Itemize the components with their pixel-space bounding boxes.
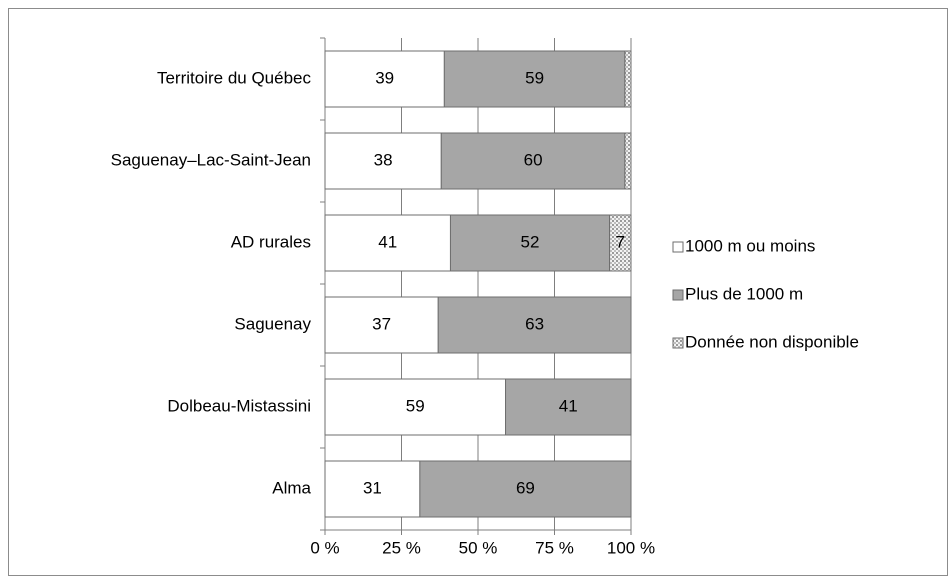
x-tick-label: 0 % — [310, 538, 339, 557]
bar-segment — [624, 132, 632, 190]
bar-segment — [449, 214, 611, 272]
y-tick-label: Territoire du Québec — [157, 68, 312, 87]
bar-segment — [419, 460, 632, 518]
data-label: 59 — [525, 68, 544, 87]
y-tick-label: Dolbeau-Mistassini — [167, 396, 311, 415]
bar-segment — [437, 296, 632, 354]
legend-swatch — [672, 289, 684, 301]
data-label: 63 — [525, 314, 544, 333]
y-tick-label: Saguenay — [234, 314, 311, 333]
data-label: 38 — [374, 150, 393, 169]
bar-segment — [324, 132, 442, 190]
data-label: 41 — [378, 232, 397, 251]
y-tick-label: Alma — [272, 478, 311, 497]
bar-segment — [505, 378, 632, 436]
legend-label: 1000 m ou moins — [685, 236, 815, 255]
bar-segment — [324, 296, 439, 354]
bar-segment — [624, 50, 632, 108]
x-tick-label: 25 % — [382, 538, 421, 557]
bar-segment — [440, 132, 626, 190]
data-label: 39 — [375, 68, 394, 87]
data-label: 60 — [524, 150, 543, 169]
bar-segment — [609, 214, 632, 272]
y-tick-label: Saguenay–Lac-Saint-Jean — [111, 150, 311, 169]
data-label: 7 — [616, 232, 625, 251]
data-label: 69 — [516, 478, 535, 497]
y-tick-label: AD rurales — [231, 232, 311, 251]
data-label: 37 — [372, 314, 391, 333]
x-tick-label: 50 % — [459, 538, 498, 557]
data-label: 59 — [406, 396, 425, 415]
legend-swatch — [672, 241, 684, 253]
bar-segment — [324, 378, 507, 436]
legend-label: Plus de 1000 m — [685, 284, 803, 303]
legend-swatch — [672, 337, 684, 349]
bar-segment — [324, 460, 421, 518]
legend-label: Donnée non disponible — [685, 332, 859, 351]
bar-segment — [324, 50, 445, 108]
data-label: 31 — [363, 478, 382, 497]
bar-segment — [324, 214, 451, 272]
data-label: 52 — [521, 232, 540, 251]
x-tick-label: 75 % — [535, 538, 574, 557]
data-label: 41 — [559, 396, 578, 415]
x-tick-label: 100 % — [607, 538, 655, 557]
bar-segment — [443, 50, 626, 108]
